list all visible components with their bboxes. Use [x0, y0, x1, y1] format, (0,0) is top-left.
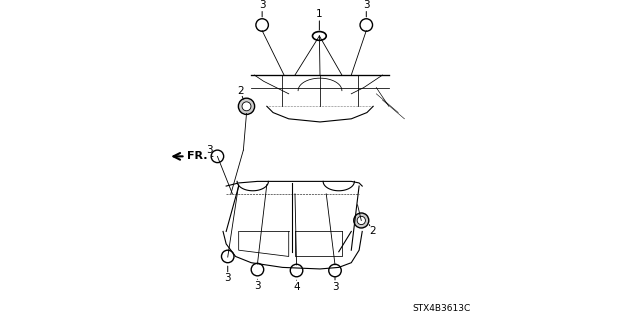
Text: 3: 3: [332, 282, 339, 292]
Text: 4: 4: [293, 282, 300, 292]
Text: 3: 3: [206, 145, 213, 155]
Text: 3: 3: [363, 0, 370, 10]
Text: 2: 2: [237, 86, 244, 96]
Text: 3: 3: [225, 273, 231, 283]
Circle shape: [242, 102, 251, 111]
Circle shape: [357, 216, 365, 225]
Circle shape: [238, 98, 255, 115]
Text: 3: 3: [259, 0, 266, 10]
Text: 3: 3: [254, 281, 260, 291]
Text: 2: 2: [369, 226, 376, 236]
Text: 1: 1: [316, 9, 323, 19]
Text: STX4B3613C: STX4B3613C: [412, 304, 470, 313]
Text: FR.: FR.: [188, 151, 208, 161]
Circle shape: [354, 213, 369, 228]
